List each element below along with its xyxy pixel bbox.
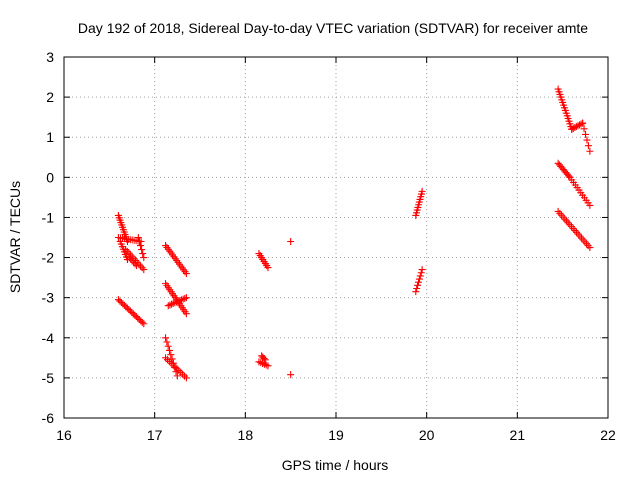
y-tick-labels: -6 -5 -4 -3 -2 -1 0 1 2 3 (42, 49, 55, 426)
data-point (416, 272, 424, 280)
grid (64, 57, 608, 418)
data-point (569, 124, 577, 132)
data-point (127, 255, 135, 263)
x-tick-label: 21 (510, 427, 526, 443)
data-point (260, 355, 268, 363)
data-point (182, 310, 190, 318)
x-tick-label: 16 (56, 427, 72, 443)
data-point (583, 136, 591, 144)
x-tick-label: 19 (328, 427, 344, 443)
data-point (167, 351, 175, 359)
data-point (176, 297, 184, 305)
data-point (140, 320, 148, 328)
y-axis-label: SDTVAR / TECUs (7, 181, 23, 293)
data-points (114, 85, 594, 382)
data-point (164, 342, 172, 350)
data-point (163, 338, 171, 346)
x-tick-label: 20 (419, 427, 435, 443)
data-point (177, 296, 185, 304)
data-point (182, 374, 190, 382)
data-point (572, 123, 580, 131)
data-point (577, 120, 585, 128)
data-point (163, 356, 171, 364)
data-point (168, 300, 176, 308)
data-point (571, 123, 579, 131)
data-point (173, 298, 181, 306)
data-point (130, 258, 138, 266)
data-point (140, 254, 148, 262)
y-tick-label: -2 (42, 250, 55, 266)
data-point (139, 250, 147, 258)
data-point (133, 262, 141, 270)
data-point (418, 187, 426, 195)
data-point (287, 238, 295, 246)
data-point (412, 288, 420, 296)
data-point (574, 122, 582, 130)
y-tick-label: -6 (42, 410, 55, 426)
data-point (174, 297, 182, 305)
data-point (171, 299, 179, 307)
data-point (415, 275, 423, 283)
y-tick-label: 0 (46, 169, 54, 185)
data-point (568, 125, 576, 133)
y-tick-label: 2 (46, 89, 54, 105)
data-point (418, 266, 426, 274)
data-point (264, 264, 272, 272)
x-axis-label: GPS time / hours (282, 457, 389, 473)
data-point (582, 130, 590, 138)
data-point (579, 119, 587, 127)
data-point (586, 147, 594, 155)
data-point (586, 244, 594, 252)
data-point (413, 284, 421, 292)
data-point (128, 257, 136, 265)
data-point (182, 294, 190, 302)
data-point (165, 346, 173, 354)
data-point (138, 318, 146, 326)
data-point (162, 334, 170, 342)
data-point (177, 368, 185, 376)
data-point (137, 242, 145, 250)
plot-frame (63, 56, 609, 419)
y-tick-label: -5 (42, 370, 55, 386)
data-point (179, 295, 187, 303)
data-point (576, 121, 584, 129)
data-point (414, 281, 422, 289)
x-tick-label: 22 (600, 427, 616, 443)
data-point (173, 372, 181, 380)
data-point (169, 300, 177, 308)
data-point (125, 254, 133, 262)
y-tick-label: -3 (42, 290, 55, 306)
data-point (182, 270, 190, 278)
data-point (287, 371, 295, 379)
data-point (181, 294, 189, 302)
data-point (584, 142, 592, 150)
data-point (134, 234, 142, 241)
data-point (261, 356, 269, 364)
x-tick-label: 18 (238, 427, 254, 443)
data-point (415, 278, 423, 286)
y-tick-label: 1 (46, 129, 54, 145)
data-point (138, 246, 146, 254)
data-point (580, 125, 588, 133)
x-tick-label: 17 (147, 427, 163, 443)
data-point (164, 302, 172, 310)
data-point (171, 363, 179, 371)
y-tick-label: 3 (46, 49, 54, 65)
data-point (140, 266, 148, 274)
data-point (135, 238, 143, 246)
y-tick-label: -1 (42, 209, 55, 225)
chart-title: Day 192 of 2018, Sidereal Day-to-day VTE… (78, 20, 588, 36)
data-point (162, 354, 170, 362)
data-point (131, 260, 139, 268)
x-tick-labels: 16 17 18 19 20 21 22 (56, 427, 616, 443)
y-tick-label: -4 (42, 330, 55, 346)
data-point (181, 372, 189, 380)
data-point (166, 301, 174, 309)
data-point (586, 201, 594, 209)
data-point (264, 362, 272, 370)
data-point (565, 172, 573, 180)
data-point (417, 269, 425, 277)
data-point (179, 370, 187, 378)
